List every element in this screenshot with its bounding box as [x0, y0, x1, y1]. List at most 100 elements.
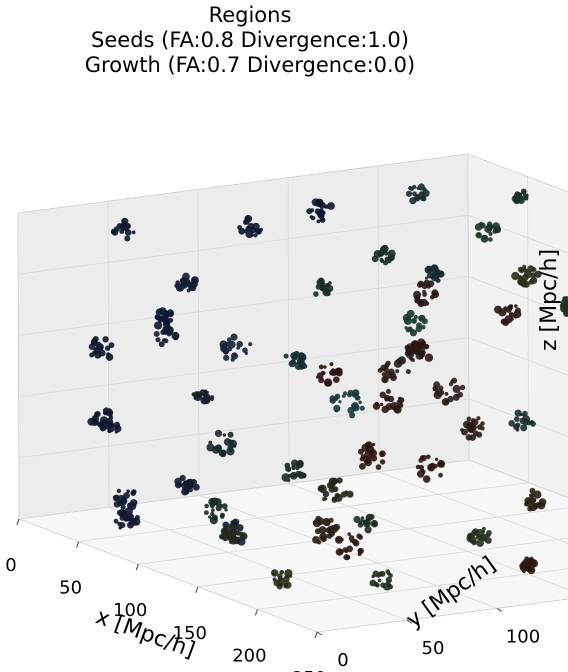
region-blob — [173, 332, 177, 336]
region-blob — [318, 484, 327, 493]
region-blob — [104, 345, 111, 351]
region-blob — [357, 547, 364, 555]
region-blob — [288, 574, 293, 578]
region-55 — [97, 416, 122, 434]
region-blob — [529, 487, 536, 494]
region-blob — [524, 499, 532, 507]
region-blob — [166, 328, 174, 336]
grid-line-y — [287, 177, 568, 590]
grid-line-y — [467, 153, 568, 498]
region-blob — [398, 397, 405, 403]
region-33 — [219, 333, 253, 362]
region-blob — [316, 219, 321, 224]
region-blob — [215, 446, 220, 450]
region-blob — [379, 571, 386, 577]
region-13 — [306, 198, 335, 224]
region-blob — [315, 515, 322, 522]
region-blob — [475, 232, 482, 239]
region-blob — [244, 215, 253, 223]
region-blob — [385, 389, 391, 394]
region-blob — [294, 350, 300, 356]
region-blob — [240, 534, 246, 539]
region-blob — [523, 421, 529, 426]
region-blob — [348, 535, 355, 542]
region-blob — [101, 419, 106, 424]
region-blob — [91, 418, 99, 426]
region-blob — [98, 349, 106, 357]
region-blob — [488, 237, 493, 242]
region-blob — [187, 478, 194, 486]
region-blob — [159, 307, 167, 315]
region-blob — [177, 286, 182, 291]
region-26 — [413, 279, 440, 307]
region-blob — [286, 478, 291, 483]
region-22 — [460, 416, 485, 441]
region-blob — [522, 264, 527, 269]
axis-panes — [17, 153, 568, 633]
region-blob — [181, 487, 189, 496]
region-blob — [380, 582, 386, 588]
region-blob — [375, 464, 382, 470]
region-blob — [312, 536, 320, 544]
region-blob — [414, 194, 421, 201]
region-blob — [131, 230, 136, 235]
region-blob — [441, 398, 450, 406]
region-blob — [353, 540, 360, 547]
x-tick-label: 100 — [113, 600, 147, 621]
region-blob — [277, 577, 285, 586]
region-blob — [324, 289, 330, 295]
region-blob — [416, 186, 420, 190]
region-5 — [405, 183, 430, 205]
region-blob — [309, 215, 313, 219]
region-blob — [372, 521, 376, 525]
region-43 — [206, 429, 237, 458]
x-tick-mark — [135, 564, 139, 571]
region-blob — [328, 486, 336, 493]
region-blob — [236, 524, 244, 532]
region-blob — [93, 347, 97, 351]
region-blob — [420, 298, 428, 307]
region-blob — [504, 315, 513, 324]
x-tick-mark — [16, 518, 20, 526]
region-blob — [127, 521, 134, 529]
region-blob — [343, 554, 350, 561]
region-blob — [522, 413, 526, 417]
region-blob — [509, 304, 513, 308]
region-blob — [380, 259, 385, 264]
region-blob — [283, 353, 289, 359]
region-blob — [120, 504, 126, 510]
x-tick-mark — [76, 541, 80, 548]
region-blob — [227, 431, 234, 438]
region-blob — [466, 416, 472, 422]
region-21 — [494, 304, 522, 326]
region-blob — [358, 521, 363, 525]
region-27 — [377, 356, 411, 384]
region-blob — [395, 369, 400, 374]
region-48 — [113, 507, 141, 530]
region-blob — [317, 277, 325, 285]
region-blob — [369, 579, 377, 587]
region-blob — [112, 494, 120, 502]
region-blob — [230, 333, 238, 341]
region-blob — [242, 347, 248, 354]
region-blob — [105, 417, 114, 426]
region-blob — [532, 498, 537, 502]
region-blob — [437, 463, 441, 467]
region-blob — [438, 472, 443, 478]
region-blob — [192, 483, 200, 491]
region-blob — [407, 326, 413, 332]
region-blob — [175, 482, 182, 489]
region-blob — [523, 270, 533, 279]
grid-line-y — [197, 189, 498, 609]
region-blob — [419, 355, 424, 360]
region-blob — [126, 489, 130, 494]
region-blob — [209, 516, 218, 525]
x-tick-label: 0 — [5, 555, 16, 576]
region-blob — [120, 224, 127, 231]
region-blob — [174, 283, 180, 289]
region-blob — [448, 382, 454, 387]
region-blob — [204, 510, 209, 515]
region-blob — [335, 548, 344, 556]
region-blob — [340, 491, 348, 498]
region-blob — [341, 394, 346, 398]
